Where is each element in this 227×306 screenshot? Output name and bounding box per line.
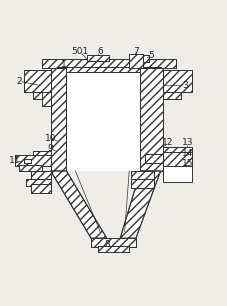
Bar [67,68,141,171]
Bar [163,147,192,152]
Bar [19,155,51,163]
Bar [141,68,163,171]
Polygon shape [120,171,160,238]
Bar [31,185,51,193]
Bar [86,55,109,61]
Text: 6: 6 [97,47,103,56]
Bar [163,92,181,99]
Bar [163,70,192,92]
Bar [143,55,149,62]
Bar [163,155,185,166]
Bar [19,165,42,171]
Text: 10: 10 [45,134,57,143]
Text: 2: 2 [17,77,22,86]
Text: 14: 14 [182,148,193,158]
Bar [163,152,192,166]
Bar [24,159,31,163]
Bar [98,246,129,252]
Bar [163,166,192,182]
Bar [131,179,154,188]
Bar [42,59,176,68]
Bar [51,68,67,171]
Bar [163,147,192,152]
Text: 13: 13 [182,138,193,147]
Bar [33,92,51,99]
Bar [98,246,129,252]
Bar [131,171,154,180]
Bar [15,155,51,166]
Bar [145,154,178,163]
Bar [33,92,51,99]
Bar [15,155,51,166]
Bar [24,70,51,92]
Bar [131,171,154,180]
Bar [31,171,51,180]
Bar [143,55,149,62]
Text: 3: 3 [182,81,188,90]
Bar [141,68,163,171]
Bar [57,67,160,72]
Bar [57,67,160,72]
Text: 11: 11 [9,156,21,165]
Bar [42,92,51,106]
Bar [163,152,192,166]
Text: 7: 7 [133,47,139,56]
Bar [129,54,143,68]
Text: 5: 5 [149,51,155,60]
Bar [42,59,176,68]
Bar [163,155,185,166]
Bar [163,70,192,92]
Bar [24,70,51,92]
Bar [163,92,181,99]
Bar [33,151,51,162]
Text: 501: 501 [71,47,89,56]
Bar [31,185,51,193]
Text: 9: 9 [48,144,54,153]
Bar [19,165,42,171]
Bar [51,68,67,171]
Bar [42,92,51,106]
Bar [26,179,51,185]
Bar [91,238,136,247]
Bar [129,54,143,68]
Polygon shape [51,171,107,238]
Bar [26,179,51,185]
Bar [33,151,51,162]
Bar [24,159,31,163]
Bar [19,155,51,163]
Bar [145,154,178,163]
Bar [131,179,154,188]
Text: 15: 15 [182,159,193,168]
Text: 12: 12 [162,138,173,147]
Text: 8: 8 [104,241,110,249]
Bar [91,238,136,247]
Bar [31,171,51,180]
Bar [86,55,109,61]
Text: 1: 1 [61,60,67,69]
